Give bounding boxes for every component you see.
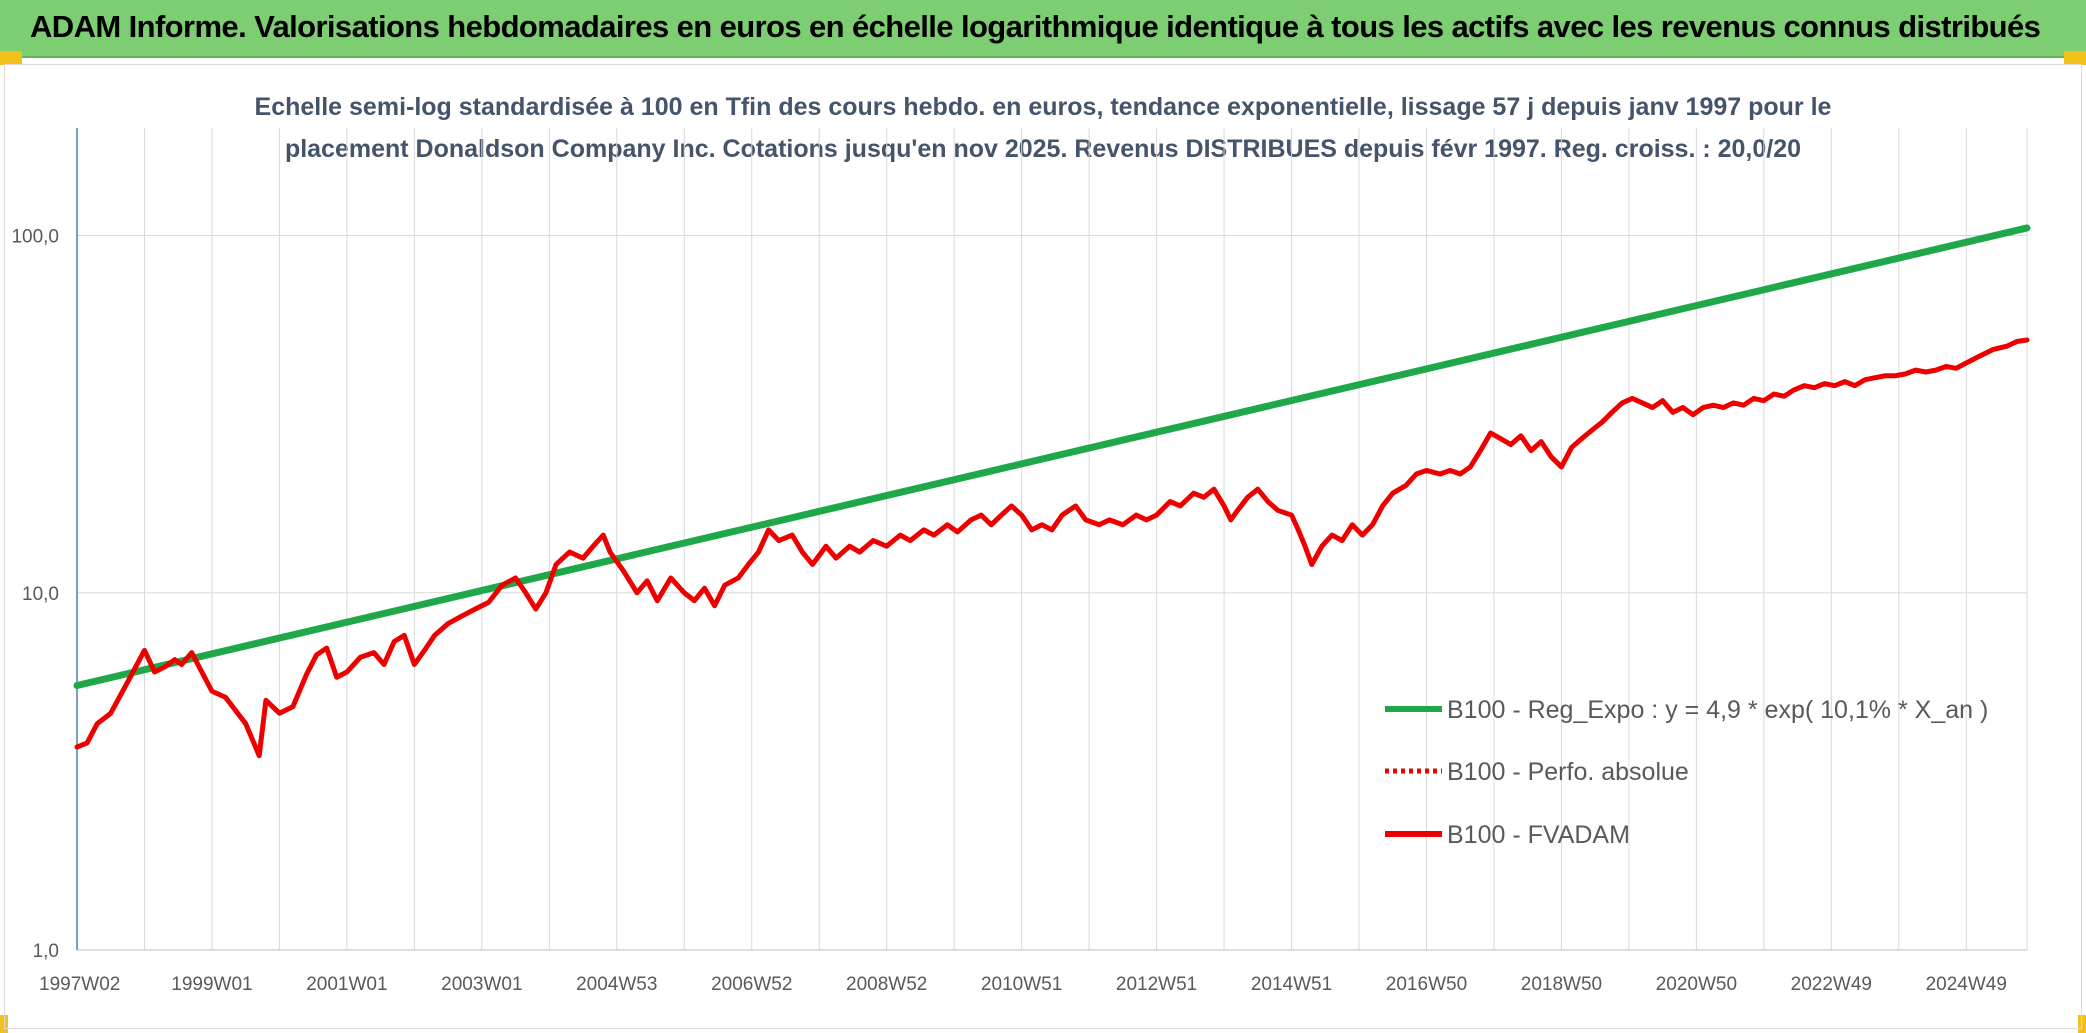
y-tick-label: 100,0 <box>11 227 59 248</box>
legend-label: B100 - FVADAM <box>1447 821 1630 849</box>
chart-series <box>73 224 2031 759</box>
corner-marker-bottom-right <box>2078 1015 2086 1033</box>
y-tick-label: 1,0 <box>33 941 59 962</box>
chart-frame <box>4 64 2082 1029</box>
x-tick-label: 1997W02 <box>39 974 120 995</box>
legend-label: B100 - Reg_Expo : y = 4,9 * exp( 10,1% *… <box>1447 696 1988 724</box>
x-tick-label: 2008W52 <box>846 974 927 995</box>
x-tick-label: 2022W49 <box>1791 974 1872 995</box>
series-trend-line <box>73 224 2031 690</box>
x-tick-label: 2020W50 <box>1656 974 1737 995</box>
x-tick-label: 2004W53 <box>576 974 657 995</box>
x-tick-label: 1999W01 <box>171 974 252 995</box>
chart-title-line-1: Echelle semi-log standardisée à 100 en T… <box>255 93 1832 121</box>
x-tick-label: 2018W50 <box>1521 974 1602 995</box>
legend-label: B100 - Perfo. absolue <box>1447 758 1689 786</box>
x-tick-label: 2012W51 <box>1116 974 1197 995</box>
chart-legend: B100 - Reg_Expo : y = 4,9 * exp( 10,1% *… <box>1385 696 1988 849</box>
x-tick-label: 2003W01 <box>441 974 522 995</box>
corner-marker-top-left <box>0 51 22 65</box>
header-banner: ADAM Informe. Valorisations hebdomadaire… <box>0 0 2086 58</box>
banner-title: ADAM Informe. Valorisations hebdomadaire… <box>30 9 2041 44</box>
x-tick-label: 2014W51 <box>1251 974 1332 995</box>
chart-axes: 1,0 10,0 100,0 1997W02 1999W01 2001W01 2003W01… <box>11 128 2027 995</box>
y-tick-label: 10,0 <box>22 584 59 605</box>
x-tick-label: 2006W52 <box>711 974 792 995</box>
x-tick-label: 2010W51 <box>981 974 1062 995</box>
chart-grid <box>76 128 2028 951</box>
x-tick-label: 2001W01 <box>306 974 387 995</box>
series-fvadam-line <box>74 337 2030 759</box>
corner-marker-top-right <box>2064 51 2086 65</box>
x-tick-label: 2016W50 <box>1386 974 1467 995</box>
chart-title-line-2: placement Donaldson Company Inc. Cotatio… <box>285 135 1801 163</box>
x-tick-label: 2024W49 <box>1926 974 2007 995</box>
